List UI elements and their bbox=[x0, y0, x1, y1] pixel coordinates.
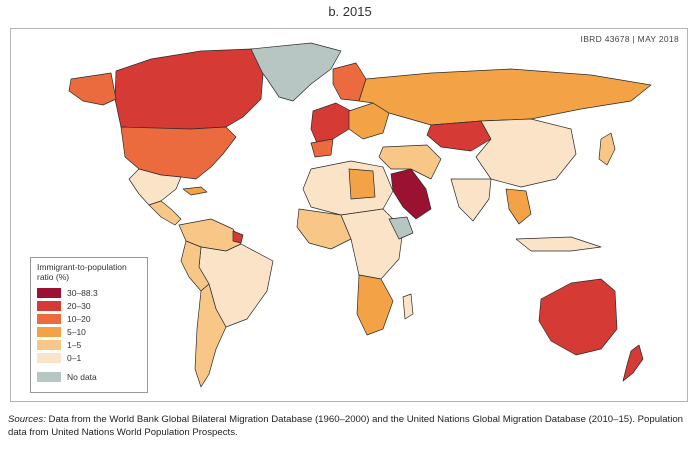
legend-label: No data bbox=[67, 371, 97, 382]
greenland-region bbox=[250, 42, 342, 102]
legend-swatch bbox=[37, 326, 61, 337]
usa-region bbox=[120, 126, 237, 180]
legend-item: 5–10 bbox=[37, 325, 141, 338]
legend-item: 0–1 bbox=[37, 351, 141, 364]
legend-swatch bbox=[37, 300, 61, 311]
libya-region bbox=[348, 168, 376, 200]
legend-item: 10–20 bbox=[37, 312, 141, 325]
legend-swatch bbox=[37, 339, 61, 350]
legend-label: 1–5 bbox=[67, 339, 82, 350]
legend-swatch bbox=[37, 371, 61, 382]
caribbean-region bbox=[182, 186, 208, 196]
russia-region bbox=[358, 68, 652, 126]
legend-item: 20–30 bbox=[37, 299, 141, 312]
legend-label: 20–30 bbox=[67, 300, 91, 311]
southeast-asia-region bbox=[505, 188, 532, 225]
legend-label: 5–10 bbox=[67, 326, 86, 337]
legend-swatch bbox=[37, 352, 61, 363]
western-europe-region bbox=[310, 102, 352, 144]
kazakhstan-region bbox=[426, 120, 492, 152]
world-map bbox=[68, 42, 652, 388]
southern-cone-region bbox=[194, 283, 227, 388]
arabia-region bbox=[390, 168, 432, 220]
legend-item: 30–88.3 bbox=[37, 286, 141, 299]
india-region bbox=[450, 178, 492, 222]
legend-label: 10–20 bbox=[67, 313, 91, 324]
central-america-region bbox=[148, 200, 182, 226]
china-region bbox=[475, 118, 577, 188]
central-africa-region bbox=[340, 208, 404, 280]
indonesia-region bbox=[515, 236, 602, 252]
map-title: b. 2015 bbox=[328, 4, 372, 19]
somalia-region bbox=[388, 216, 414, 240]
iran-region bbox=[378, 144, 442, 180]
iberia-region bbox=[310, 138, 334, 158]
sources-label: Sources: bbox=[8, 414, 46, 425]
map-reference-id: IBRD 43678 | MAY 2018 bbox=[580, 34, 679, 44]
sources-note: Sources: Data from the World Bank Global… bbox=[8, 413, 698, 439]
new-zealand-region bbox=[622, 344, 644, 382]
legend-swatch bbox=[37, 287, 61, 298]
legend-swatch bbox=[37, 313, 61, 324]
japan-region bbox=[598, 132, 616, 166]
legend-label: 30–88.3 bbox=[67, 287, 98, 298]
sources-text: Data from the World Bank Global Bilatera… bbox=[8, 414, 683, 438]
australia-region bbox=[538, 278, 618, 356]
legend-label: 0–1 bbox=[67, 352, 82, 363]
legend-item: 1–5 bbox=[37, 338, 141, 351]
north-africa-region bbox=[302, 160, 394, 216]
southern-africa-region bbox=[356, 274, 394, 336]
alaska-region bbox=[68, 72, 117, 106]
legend-title: Immigrant-to-population ratio (%) bbox=[37, 262, 127, 282]
guiana-region bbox=[232, 230, 244, 244]
canada-region bbox=[114, 48, 264, 130]
map-legend: Immigrant-to-population ratio (%) 30–88.… bbox=[30, 257, 148, 393]
madagascar-region bbox=[402, 293, 414, 320]
legend-item-no-data: No data bbox=[37, 370, 141, 383]
